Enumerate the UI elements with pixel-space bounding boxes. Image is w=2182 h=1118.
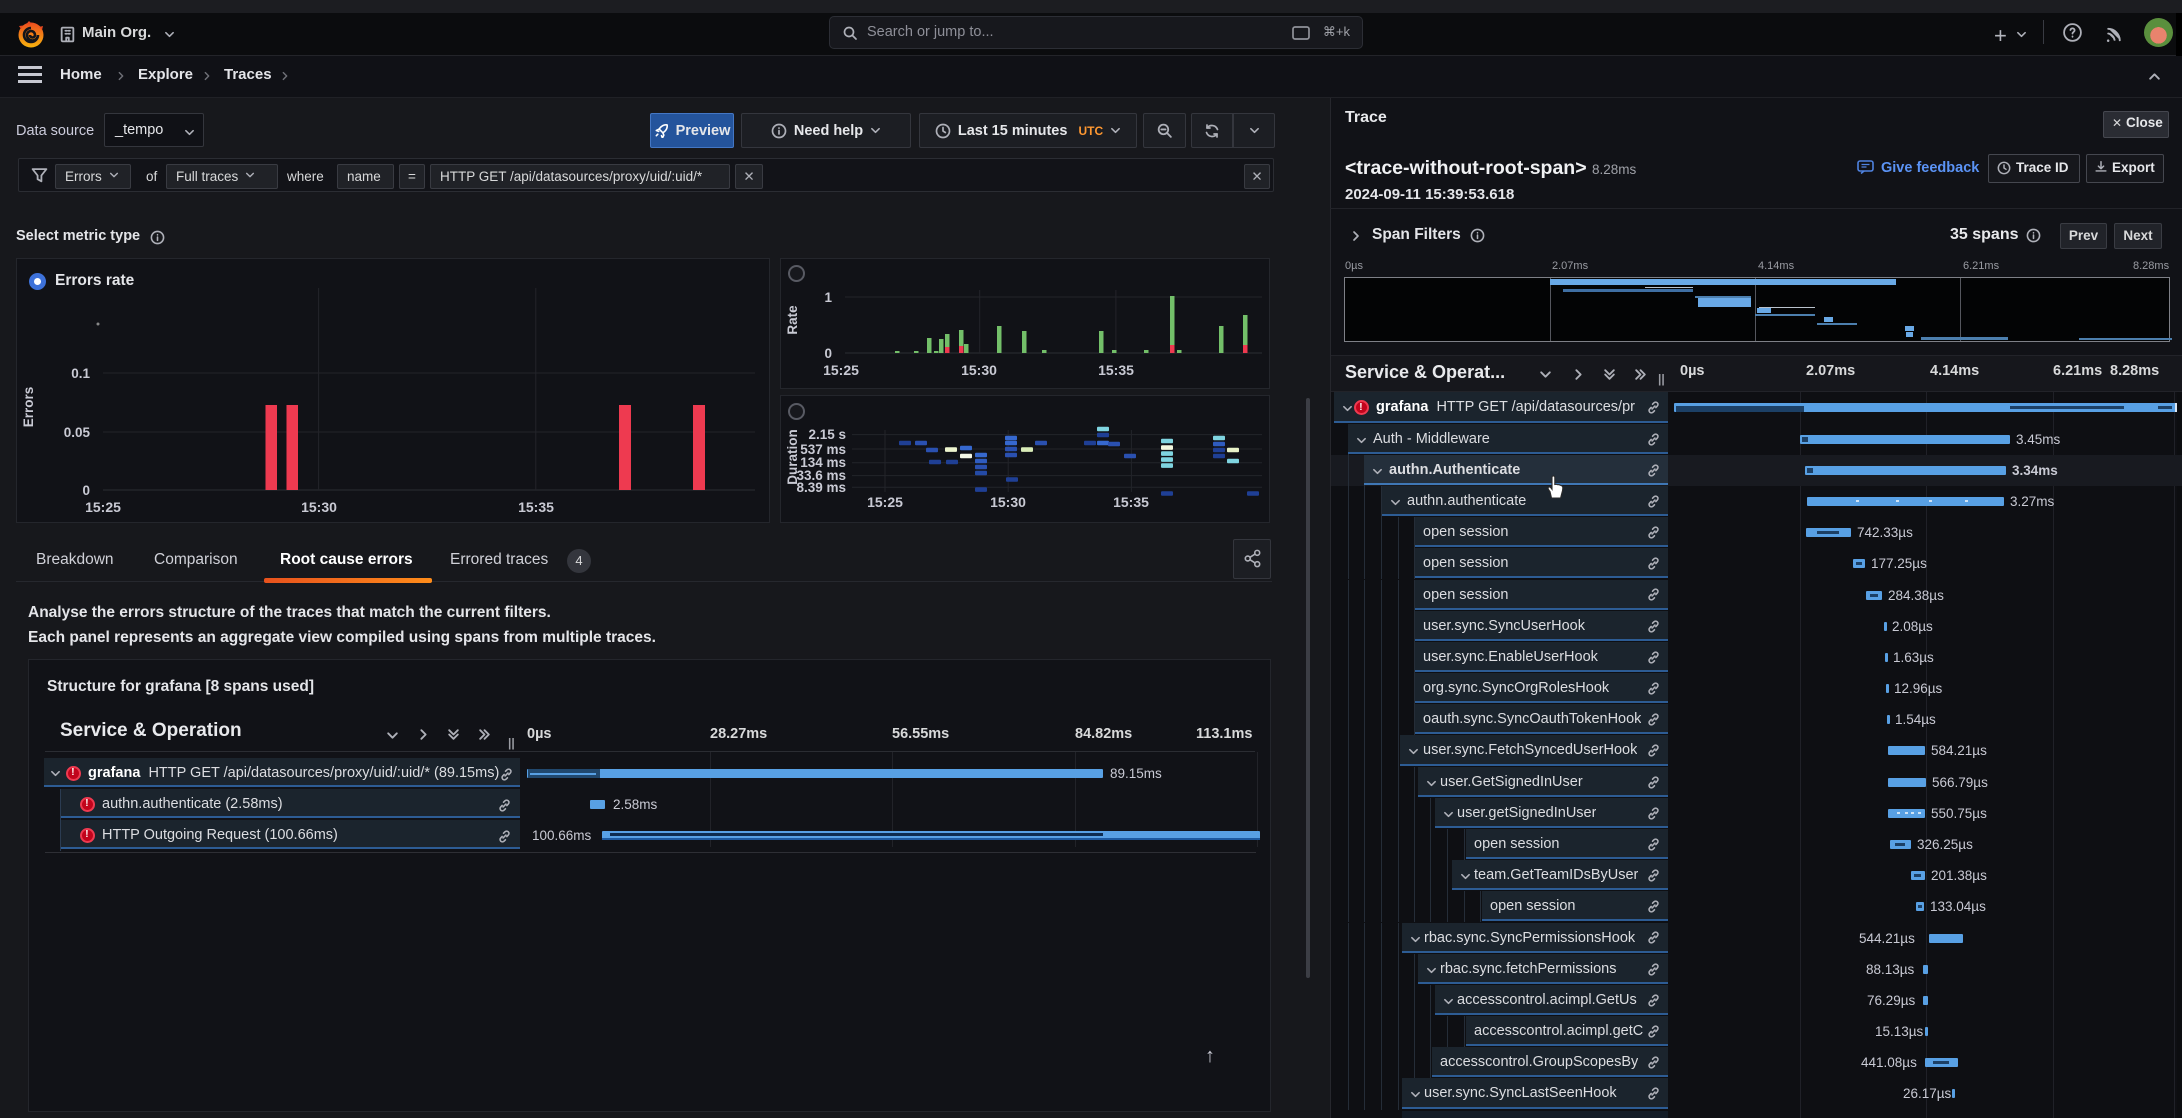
svg-text:15:25: 15:25 — [867, 494, 903, 510]
svg-text:15:30: 15:30 — [990, 494, 1026, 510]
svg-text:2.15 s: 2.15 s — [808, 427, 846, 442]
svg-text:15:30: 15:30 — [301, 499, 337, 515]
svg-text:15:30: 15:30 — [961, 362, 997, 378]
svg-text:Errors: Errors — [21, 387, 36, 428]
svg-text:0: 0 — [82, 483, 90, 498]
svg-text:Duration: Duration — [785, 429, 800, 485]
svg-text:0: 0 — [824, 346, 832, 361]
svg-text:15:35: 15:35 — [1098, 362, 1134, 378]
svg-text:33.6 ms: 33.6 ms — [796, 468, 846, 483]
svg-text:8.39 ms: 8.39 ms — [796, 480, 846, 495]
svg-text:15:35: 15:35 — [1113, 494, 1149, 510]
svg-text:Rate: Rate — [785, 305, 800, 335]
svg-text:134 ms: 134 ms — [800, 455, 846, 470]
svg-text:0.1: 0.1 — [71, 366, 90, 381]
svg-text:0.05: 0.05 — [64, 425, 91, 440]
svg-text:15:25: 15:25 — [85, 499, 121, 515]
svg-text:15:35: 15:35 — [518, 499, 554, 515]
svg-text:537 ms: 537 ms — [800, 442, 846, 457]
svg-text:15:25: 15:25 — [823, 362, 859, 378]
svg-text:1: 1 — [824, 290, 832, 305]
